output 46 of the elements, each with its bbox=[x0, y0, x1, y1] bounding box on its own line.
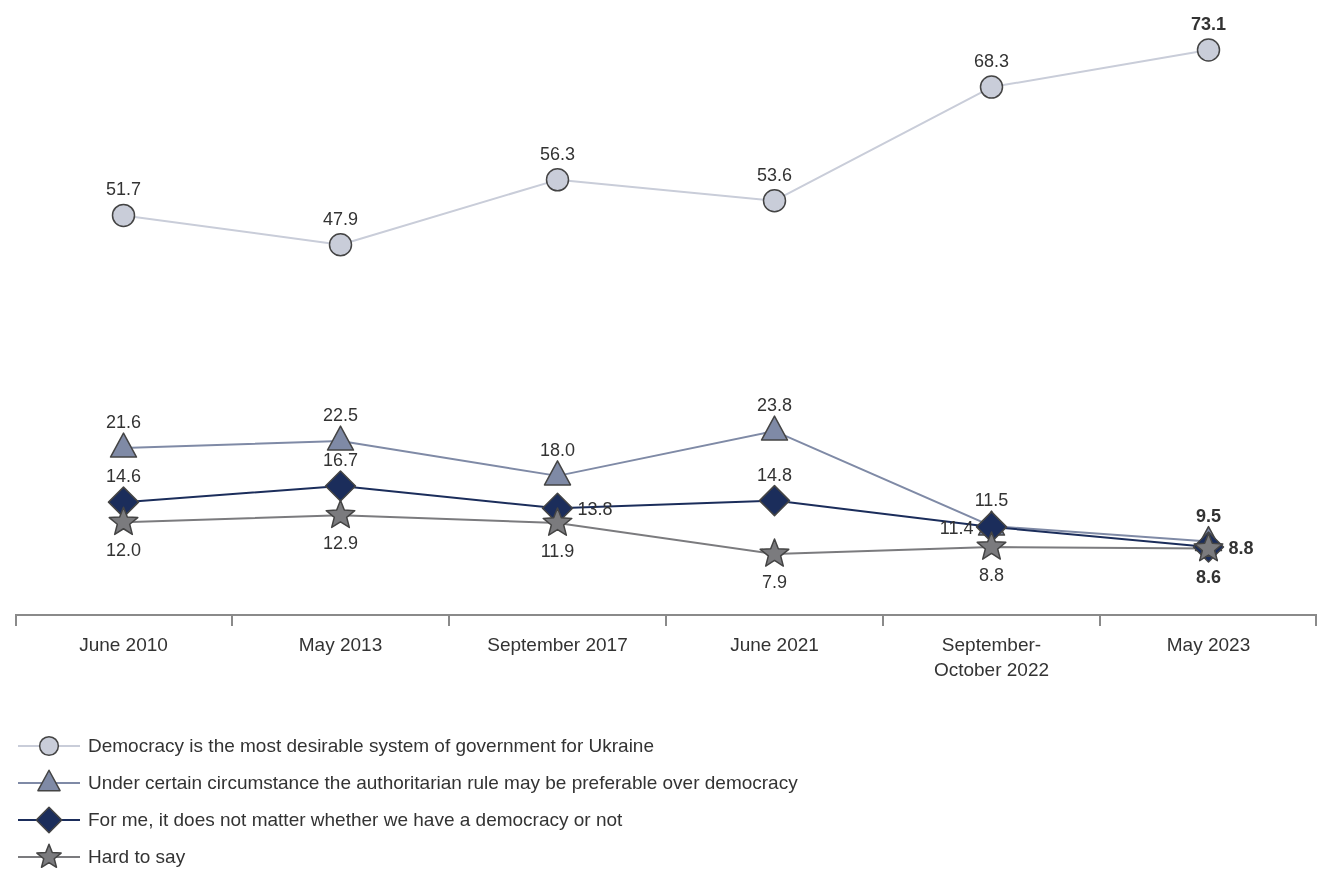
point bbox=[759, 538, 790, 567]
data-label: 9.5 bbox=[1195, 505, 1222, 526]
data-label: 16.7 bbox=[322, 449, 359, 470]
point bbox=[762, 188, 787, 213]
x-tick-label: September-October 2022 bbox=[933, 634, 1050, 680]
data-label: 12.9 bbox=[322, 533, 359, 554]
data-label: 12.0 bbox=[105, 540, 142, 561]
data-label: 7.9 bbox=[761, 571, 788, 592]
data-label: 14.6 bbox=[105, 466, 142, 487]
data-label: 18.0 bbox=[539, 439, 576, 460]
data-label: 56.3 bbox=[539, 143, 576, 164]
data-label: 21.6 bbox=[105, 412, 142, 433]
data-label: 22.5 bbox=[322, 405, 359, 426]
data-label: 23.8 bbox=[756, 395, 793, 416]
data-label: 8.6 bbox=[1195, 566, 1222, 587]
legend-label: For me, it does not matter whether we have a democracy or not bbox=[88, 808, 623, 831]
x-tick-label: June 2010 bbox=[79, 634, 168, 655]
data-label: 51.7 bbox=[105, 179, 142, 200]
data-label: 8.8 bbox=[978, 564, 1005, 585]
data-label: 68.3 bbox=[973, 51, 1010, 72]
data-label: 11.4 bbox=[939, 517, 974, 538]
point bbox=[1196, 38, 1221, 62]
point bbox=[758, 484, 791, 517]
point bbox=[328, 233, 353, 257]
data-label: 47.9 bbox=[322, 208, 359, 229]
legend-label: Hard to say bbox=[88, 845, 186, 868]
data-label: 73.1 bbox=[1190, 14, 1227, 34]
data-label: 8.8 bbox=[1228, 537, 1254, 558]
point bbox=[545, 168, 570, 192]
point bbox=[979, 75, 1004, 99]
data-label: 11.9 bbox=[540, 541, 575, 562]
data-label: 53.6 bbox=[756, 164, 793, 185]
point bbox=[325, 499, 356, 529]
point bbox=[542, 507, 573, 536]
point bbox=[111, 203, 136, 228]
data-label: 14.8 bbox=[756, 464, 793, 485]
point bbox=[324, 470, 357, 502]
legend-label: Under certain circumstance the authoritarian rule may be preferable over democracy bbox=[88, 771, 798, 794]
point bbox=[976, 531, 1007, 560]
legend-label: Democracy is the most desirable system of government for Ukraine bbox=[88, 734, 654, 757]
data-label: 11.5 bbox=[974, 490, 1009, 511]
point bbox=[108, 506, 139, 536]
x-tick-label: May 2023 bbox=[1166, 634, 1251, 655]
x-tick-label: May 2013 bbox=[298, 634, 383, 655]
x-tick-label: September 2017 bbox=[487, 634, 628, 655]
x-tick-label: June 2021 bbox=[730, 634, 819, 655]
